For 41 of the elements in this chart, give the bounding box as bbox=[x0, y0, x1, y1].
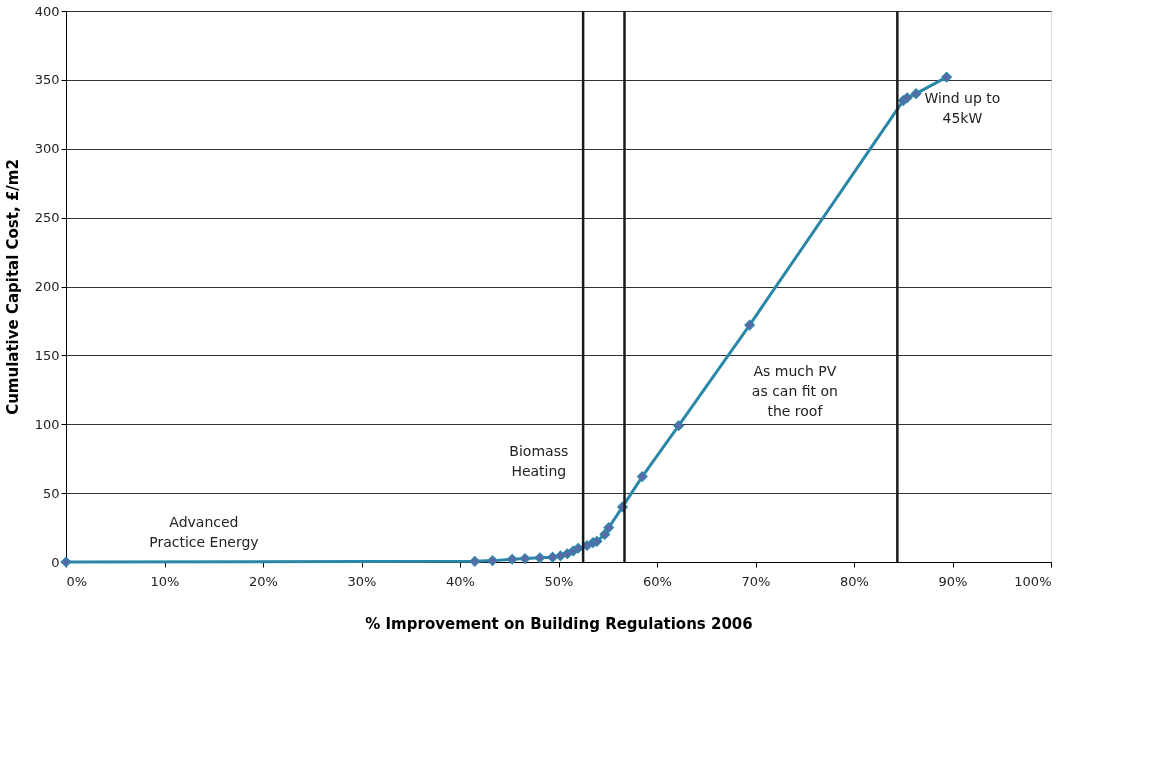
point bbox=[591, 535, 603, 547]
y-tick-label: 150 bbox=[34, 347, 60, 363]
y-tick-label: 50 bbox=[42, 485, 60, 501]
point bbox=[744, 319, 755, 331]
y-tick-label: 400 bbox=[34, 3, 60, 19]
x-tick-label: 70% bbox=[741, 573, 771, 589]
point bbox=[547, 551, 558, 563]
x-tick-label: 30% bbox=[347, 573, 377, 589]
y-tick-label: 100 bbox=[34, 416, 60, 432]
x-tick-label: 100% bbox=[1014, 573, 1052, 589]
point bbox=[519, 553, 531, 564]
point bbox=[941, 71, 952, 83]
point bbox=[469, 555, 481, 567]
point bbox=[603, 522, 615, 533]
annotation: Advanced Practice Energy bbox=[149, 514, 259, 551]
x-tick-label: 20% bbox=[249, 573, 278, 589]
x-tick-label: 50% bbox=[544, 573, 574, 589]
annotation: Wind up to 45kW bbox=[924, 90, 1001, 127]
x-tick-label: 0% bbox=[66, 573, 88, 589]
annotation: Biomass Heating bbox=[509, 442, 569, 479]
x-axis-title: % Improvement on Building Regulations 2006 bbox=[365, 614, 753, 633]
point bbox=[673, 420, 685, 431]
x-tick-label: 40% bbox=[446, 573, 475, 589]
y-tick-label: 200 bbox=[34, 279, 60, 294]
y-axis-title: Cumulative Capital Cost, £/m2 bbox=[3, 159, 22, 415]
point bbox=[910, 88, 922, 99]
x-tick-label: 90% bbox=[938, 573, 968, 589]
point bbox=[60, 556, 72, 568]
point bbox=[487, 555, 498, 566]
y-tick-label: 300 bbox=[34, 141, 60, 157]
point bbox=[901, 92, 913, 104]
point bbox=[599, 529, 611, 540]
y-tick-label: 0 bbox=[51, 554, 60, 570]
annotation: As much PV as can fit on the roof bbox=[751, 362, 838, 419]
x-tick-label: 10% bbox=[150, 573, 180, 589]
y-tick-label: 350 bbox=[34, 72, 60, 88]
x-tick-label: 60% bbox=[643, 573, 672, 589]
point bbox=[636, 471, 648, 482]
x-tick-label: 80% bbox=[840, 573, 869, 589]
point bbox=[506, 553, 518, 565]
y-tick-label: 250 bbox=[34, 210, 60, 226]
